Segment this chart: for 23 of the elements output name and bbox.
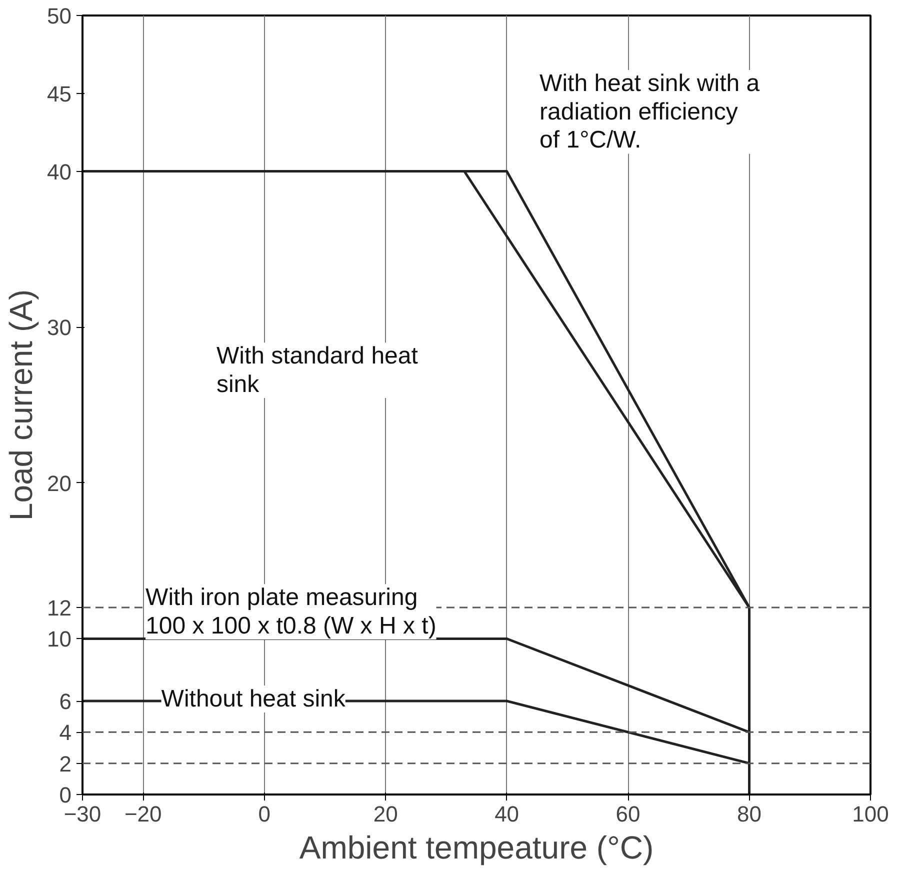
y-tick-label: 4 xyxy=(59,720,72,746)
x-tick-label: 0 xyxy=(258,802,270,826)
y-tick-label: 12 xyxy=(47,596,72,621)
x-tick-label: 40 xyxy=(494,802,520,826)
y-tick-label: 45 xyxy=(47,81,72,106)
y-tick-label: 50 xyxy=(47,4,72,28)
y-axis-title: Load current (A) xyxy=(3,289,40,521)
x-tick-label: 80 xyxy=(737,802,762,826)
y-tick-label: 40 xyxy=(47,159,72,184)
annotation: With iron plate measuring 100 x 100 x t0.8 (W x H x t) xyxy=(146,584,436,640)
x-tick-label: 100 xyxy=(852,802,889,826)
annotation: With standard heat sink xyxy=(216,342,418,398)
x-tick-label: −20 xyxy=(124,802,162,826)
y-tick-label: 20 xyxy=(47,470,72,496)
annotation: With heat sink with a radiation efficiency of 1°C/W. xyxy=(540,70,760,154)
y-tick-label: 30 xyxy=(47,315,72,340)
x-axis-title: Ambient tempeature (°C) xyxy=(299,830,654,866)
x-tick-label: 20 xyxy=(373,802,398,826)
annotation: Without heat sink xyxy=(161,685,346,712)
y-tick-label: 6 xyxy=(59,689,72,714)
x-tick-label: 60 xyxy=(616,802,640,826)
y-tick-label: 2 xyxy=(59,751,72,776)
y-tick-label: 10 xyxy=(47,626,72,652)
